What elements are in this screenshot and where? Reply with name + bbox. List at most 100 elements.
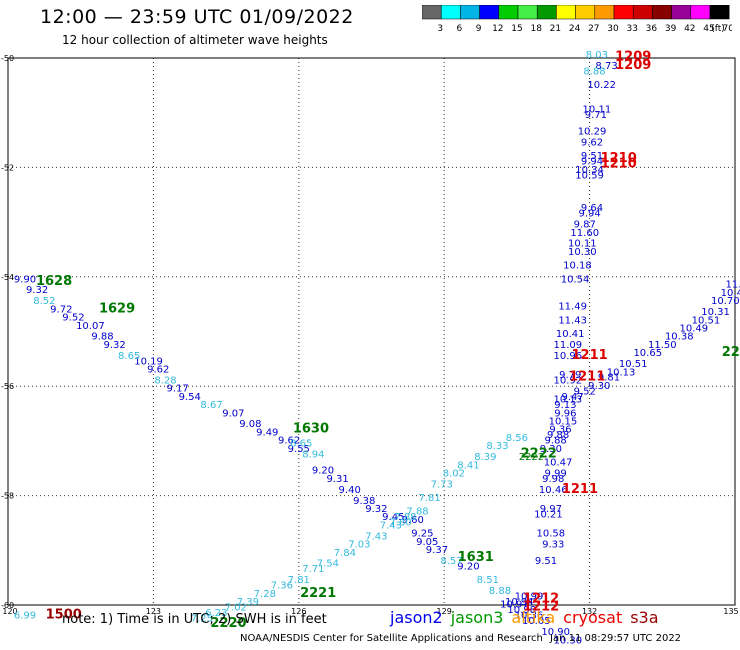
wave-height-label: 10.48	[721, 288, 740, 299]
wave-height-label: 9.88	[91, 332, 113, 343]
wave-height-label: 9.31	[326, 474, 348, 485]
wave-height-label: 9.08	[239, 419, 261, 430]
wave-height-label: 9.87	[574, 220, 596, 231]
legend-item-s3a: s3a	[630, 608, 659, 627]
wave-height-label: 7.54	[317, 559, 339, 570]
pass-time-label: 1212	[523, 599, 559, 614]
wave-height-label: 8.39	[474, 452, 496, 463]
wave-height-label: 10.18	[563, 261, 592, 272]
wave-height-label: 11.09	[553, 340, 582, 351]
wave-height-label: 8.03	[586, 50, 608, 61]
pass-time-label: 2222	[521, 446, 557, 461]
wave-height-label: 9.49	[256, 427, 278, 438]
wave-height-label: 10.41	[556, 329, 585, 340]
wave-height-label: 7.43	[380, 520, 402, 531]
wave-height-label: 8.88	[489, 586, 511, 597]
colorbar-label: 6	[457, 24, 463, 34]
wave-height-label: 10.30	[568, 247, 597, 258]
wave-height-label: 9.62	[278, 436, 300, 447]
wave-height-label: 8.73	[595, 61, 617, 72]
wave-height-label: 8.41	[457, 460, 479, 471]
wave-height-label: 8.67	[200, 400, 222, 411]
legend-item-cryosat: cryosat	[563, 608, 623, 627]
footer-note: note: 1) Time is in UTC; 2) SWH is in fe…	[62, 612, 327, 627]
wave-height-label: 7.60	[389, 518, 411, 529]
wave-height-label: 11.43	[558, 315, 587, 326]
wave-height-label: 10.58	[537, 529, 566, 540]
pass-time-label: 2220	[210, 616, 246, 631]
wave-height-colorbar: 3 6 9 12 15 18 21 24 27 30 33 36 39 42 45 70(ft)	[422, 5, 732, 34]
wave-height-label: 10.05	[522, 616, 551, 627]
wave-height-label: 7.25	[191, 613, 213, 624]
wave-height-label: 8.33	[486, 441, 508, 452]
wave-height-label: 9.64	[581, 203, 603, 214]
wave-height-label: 9.45	[382, 512, 404, 523]
colorbar-label: 45	[703, 24, 714, 34]
chart-title: 12:00 — 23:59 UTC 01/09/2022	[40, 6, 354, 28]
x-tick-label: 135	[723, 607, 738, 616]
wave-height-label: 10.46	[539, 485, 568, 496]
wave-height-label: 9.94	[578, 209, 600, 220]
wave-height-label: 8.02	[443, 468, 465, 479]
wave-height-label: 10.96	[553, 351, 582, 362]
wave-height-label: 9.32	[365, 504, 387, 515]
wave-height-label: 10.51	[692, 315, 721, 326]
wave-height-label: 9.20	[457, 561, 479, 572]
wave-height-label: 9.81	[598, 373, 620, 384]
wave-height-label: 7.88	[394, 512, 416, 523]
wave-height-label: 10.19	[134, 356, 163, 367]
wave-height-label: 8.57	[440, 556, 462, 567]
pass-time-label: 1212	[523, 591, 559, 606]
credit-text: NOAA/NESDIS Center for Satellite Applica…	[240, 633, 543, 644]
pass-time-label: 1631	[458, 550, 494, 565]
wave-height-label: 9.51	[581, 151, 603, 162]
wave-height-label: 2222	[519, 452, 544, 463]
wave-height-label: 10.31	[701, 307, 730, 318]
wave-height-label: 9.90	[14, 274, 36, 285]
wave-height-label: 8.65	[290, 438, 312, 449]
x-tick-label: 126	[291, 607, 306, 616]
colorbar-label: 9	[476, 24, 482, 34]
wave-height-label: 10.13	[607, 367, 636, 378]
wave-height-label: 9.88	[547, 430, 569, 441]
pass-time-label: 1500	[46, 608, 82, 623]
wave-height-label: 9.25	[411, 529, 433, 540]
wave-height-label: 8.56	[506, 433, 528, 444]
colorbar-label: 18	[530, 24, 542, 34]
colorbar-label: 3	[437, 24, 443, 34]
satellite-legend: jason2 jason3 altika cryosat s3a	[390, 608, 667, 627]
wave-height-label: 9.94	[581, 157, 603, 168]
wave-height-label: 8.28	[154, 375, 176, 386]
colorbar-label: 70	[722, 24, 732, 34]
wave-height-label: 9.62	[581, 138, 603, 149]
wave-height-label: 9.33	[542, 540, 564, 551]
wave-height-label: 10.15	[549, 416, 578, 427]
wave-height-label: 9.52	[574, 386, 596, 397]
wave-height-label: 9.71	[585, 110, 607, 121]
x-tick-label: 123	[146, 607, 161, 616]
wave-height-label: 10.98	[507, 605, 536, 616]
wave-height-label: 8.88	[583, 66, 605, 77]
pass-time-label: 1209	[615, 58, 651, 73]
colorbar-label: 30	[607, 24, 619, 34]
colorbar-label: 21	[550, 24, 561, 34]
pass-time-label: 1628	[36, 274, 72, 289]
wave-height-label: 9.32	[103, 340, 125, 351]
pass-time-label: 2221	[300, 586, 336, 601]
wave-height-label: 8.51	[477, 575, 499, 586]
pass-time-label: 1211	[562, 482, 598, 497]
pass-time-label: 1211	[569, 370, 605, 385]
pass-time-label: 2223	[722, 345, 740, 360]
wave-height-label: 7.28	[254, 589, 276, 600]
chart-subtitle: 12 hour collection of altimeter wave hei…	[62, 33, 328, 47]
wave-height-label: 9.62	[147, 365, 169, 376]
pass-time-label: 1211	[572, 348, 608, 363]
wave-height-label: 7.81	[419, 493, 441, 504]
colorbar-label: 24	[569, 24, 581, 34]
wave-height-label: 9.97	[540, 504, 562, 515]
wave-height-label: 8.65	[118, 351, 140, 362]
wave-height-label: 10.54	[561, 274, 590, 285]
pass-time-label: 1210	[601, 156, 637, 171]
wave-height-label: 9.55	[288, 444, 310, 455]
wave-height-label: 9.52	[62, 313, 84, 324]
